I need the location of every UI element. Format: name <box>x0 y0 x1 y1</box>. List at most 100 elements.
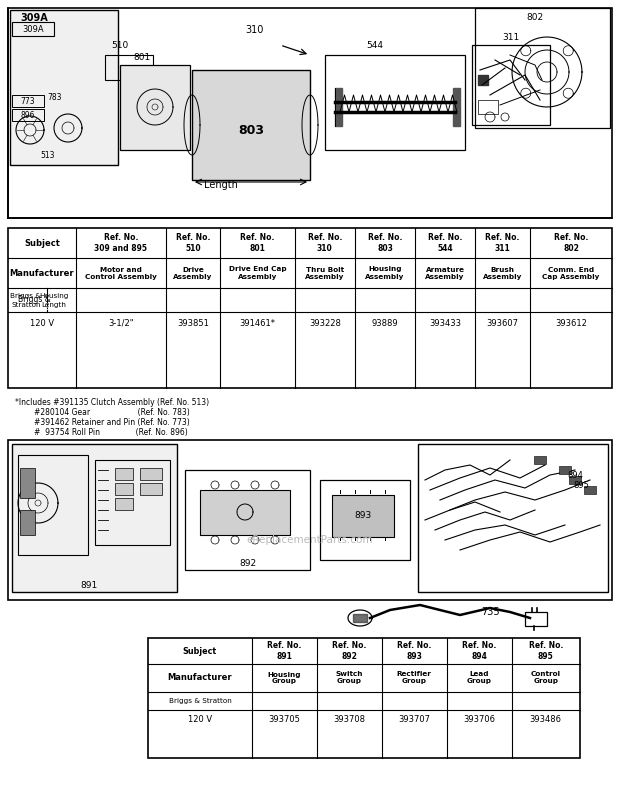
Text: 735: 735 <box>480 607 499 617</box>
Text: 309A: 309A <box>22 25 44 33</box>
Text: 393228: 393228 <box>309 318 341 327</box>
Bar <box>120 65 190 150</box>
Text: 393706: 393706 <box>463 715 495 724</box>
Bar <box>525 612 547 626</box>
Text: Housing: Housing <box>39 293 69 299</box>
Text: 393612: 393612 <box>555 318 587 327</box>
Text: Ref. No.
803: Ref. No. 803 <box>368 233 402 252</box>
Text: Ref. No.
895: Ref. No. 895 <box>529 642 563 661</box>
Text: Comm. End
Cap Assembly: Comm. End Cap Assembly <box>542 267 600 279</box>
Bar <box>148 638 580 758</box>
Bar <box>140 468 162 480</box>
Polygon shape <box>335 88 342 126</box>
Text: Ref. No.
894: Ref. No. 894 <box>462 642 496 661</box>
Bar <box>472 45 550 125</box>
Text: 802: 802 <box>526 13 544 21</box>
Text: 513: 513 <box>41 150 55 159</box>
Text: 3-1/2": 3-1/2" <box>108 318 133 327</box>
Bar <box>95 460 170 545</box>
Bar <box>478 100 498 114</box>
Text: eReplacementParts.com: eReplacementParts.com <box>247 535 373 545</box>
Text: 310: 310 <box>246 25 264 35</box>
Bar <box>534 456 546 464</box>
Bar <box>12 109 44 121</box>
Text: Ref. No.
801: Ref. No. 801 <box>241 233 275 252</box>
Text: 544: 544 <box>366 41 384 49</box>
Text: Armature
Assembly: Armature Assembly <box>425 267 465 279</box>
Bar <box>20 510 35 535</box>
Bar <box>12 444 177 592</box>
Text: Ref. No.
510: Ref. No. 510 <box>175 233 210 252</box>
Text: Housing
Group: Housing Group <box>268 672 301 685</box>
Text: 893: 893 <box>355 512 371 521</box>
Text: Length: Length <box>204 180 238 190</box>
Text: 895: 895 <box>573 481 589 490</box>
Text: Briggs & Stratton: Briggs & Stratton <box>169 698 231 704</box>
Text: Ref. No.
891: Ref. No. 891 <box>267 642 301 661</box>
Text: Briggs &: Briggs & <box>17 295 50 305</box>
Text: Briggs &: Briggs & <box>11 293 42 299</box>
Polygon shape <box>238 506 252 518</box>
Text: 120 V: 120 V <box>188 715 212 724</box>
Text: 393705: 393705 <box>268 715 300 724</box>
Bar <box>475 8 610 128</box>
Text: 393433: 393433 <box>429 318 461 327</box>
Bar <box>325 55 465 150</box>
Text: Ref. No.
311: Ref. No. 311 <box>485 233 520 252</box>
Text: Drive
Assembly: Drive Assembly <box>173 267 213 279</box>
Text: Manufacturer: Manufacturer <box>9 268 74 278</box>
Text: Ref. No.
893: Ref. No. 893 <box>397 642 432 661</box>
Polygon shape <box>353 614 367 622</box>
Text: Control
Group: Control Group <box>531 672 560 685</box>
Text: Ref. No.
892: Ref. No. 892 <box>332 642 366 661</box>
Text: 393486: 393486 <box>529 715 562 724</box>
Text: 783: 783 <box>48 92 62 102</box>
Bar <box>105 55 153 80</box>
Text: *Includes #391135 Clutch Assembly (Ref. No. 513): *Includes #391135 Clutch Assembly (Ref. … <box>15 398 209 407</box>
Text: Motor and
Control Assembly: Motor and Control Assembly <box>85 267 157 279</box>
Text: Subject: Subject <box>183 646 217 655</box>
Text: Manufacturer: Manufacturer <box>167 673 232 682</box>
Text: Rectifier
Group: Rectifier Group <box>397 672 432 685</box>
Text: 896: 896 <box>20 111 35 119</box>
Text: Briggs &: Briggs & <box>17 303 50 313</box>
Bar <box>584 486 596 494</box>
Text: Subject: Subject <box>24 239 60 248</box>
Bar <box>20 468 35 498</box>
Text: 309A: 309A <box>20 13 48 23</box>
Text: Stratton: Stratton <box>11 302 41 308</box>
Bar <box>332 495 394 537</box>
Bar <box>200 490 290 535</box>
Bar <box>115 483 133 495</box>
Bar <box>8 228 612 388</box>
Bar <box>418 444 608 592</box>
Text: #280104 Gear                    (Ref. No. 783): #280104 Gear (Ref. No. 783) <box>15 408 190 417</box>
Text: 801: 801 <box>133 53 151 61</box>
Polygon shape <box>453 88 460 126</box>
Text: Ref. No.
802: Ref. No. 802 <box>554 233 588 252</box>
Bar <box>18 455 88 555</box>
Text: 891: 891 <box>81 580 97 590</box>
Text: 892: 892 <box>239 559 257 568</box>
Text: Ref. No.
309 and 895: Ref. No. 309 and 895 <box>94 233 147 252</box>
Text: 393708: 393708 <box>333 715 365 724</box>
Text: #391462 Retainer and Pin (Ref. No. 773): #391462 Retainer and Pin (Ref. No. 773) <box>15 418 190 427</box>
Text: 393707: 393707 <box>398 715 430 724</box>
Text: Length: Length <box>42 302 66 308</box>
Bar <box>192 70 310 180</box>
Text: Ref. No.
544: Ref. No. 544 <box>428 233 463 252</box>
Bar <box>140 483 162 495</box>
Text: Brush
Assembly: Brush Assembly <box>483 267 522 279</box>
Text: 311: 311 <box>502 33 520 41</box>
Bar <box>12 22 54 36</box>
Text: Switch
Group: Switch Group <box>335 672 363 685</box>
Text: 120 V: 120 V <box>30 318 54 327</box>
Text: Thru Bolt
Assembly: Thru Bolt Assembly <box>305 267 345 279</box>
Text: 393851: 393851 <box>177 318 209 327</box>
Bar <box>115 468 133 480</box>
Bar <box>115 498 133 510</box>
Text: #  93754 Roll Pin               (Ref. No. 896): # 93754 Roll Pin (Ref. No. 896) <box>15 428 188 437</box>
Text: 393607: 393607 <box>487 318 518 327</box>
Bar <box>320 480 410 560</box>
Text: 391461*: 391461* <box>239 318 275 327</box>
